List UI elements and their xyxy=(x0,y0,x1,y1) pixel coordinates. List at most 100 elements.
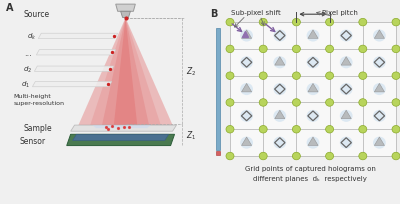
Bar xyxy=(230,23,396,156)
Polygon shape xyxy=(78,19,172,125)
Circle shape xyxy=(340,30,353,42)
Polygon shape xyxy=(242,31,252,39)
Circle shape xyxy=(326,99,334,107)
Circle shape xyxy=(240,57,253,69)
Polygon shape xyxy=(34,67,114,72)
Text: $d_1$: $d_1$ xyxy=(21,80,30,90)
Circle shape xyxy=(359,99,367,107)
Circle shape xyxy=(392,126,400,133)
Circle shape xyxy=(326,153,334,160)
Circle shape xyxy=(307,57,319,69)
Polygon shape xyxy=(275,111,285,119)
Polygon shape xyxy=(374,137,384,146)
Circle shape xyxy=(392,73,400,80)
Circle shape xyxy=(274,30,286,42)
Circle shape xyxy=(340,110,353,122)
Text: $d_2$: $d_2$ xyxy=(23,64,32,74)
Circle shape xyxy=(392,153,400,160)
Circle shape xyxy=(240,84,253,96)
Circle shape xyxy=(226,73,234,80)
Text: ...: ... xyxy=(24,49,32,58)
Circle shape xyxy=(359,126,367,133)
Text: A: A xyxy=(6,3,14,13)
Text: Source: Source xyxy=(24,10,50,19)
Circle shape xyxy=(259,73,267,80)
Circle shape xyxy=(259,19,267,27)
Polygon shape xyxy=(341,57,351,66)
Circle shape xyxy=(373,110,386,122)
Text: Sensor: Sensor xyxy=(20,136,46,145)
Polygon shape xyxy=(38,34,118,39)
Polygon shape xyxy=(102,19,149,125)
Text: Sub-pixel shift: Sub-pixel shift xyxy=(231,10,281,16)
Circle shape xyxy=(326,19,334,27)
Circle shape xyxy=(307,137,319,149)
Polygon shape xyxy=(116,5,135,12)
Circle shape xyxy=(359,73,367,80)
Circle shape xyxy=(340,137,353,149)
Circle shape xyxy=(274,84,286,96)
Circle shape xyxy=(240,137,253,149)
Circle shape xyxy=(292,73,300,80)
Polygon shape xyxy=(374,84,384,92)
Circle shape xyxy=(392,99,400,107)
Circle shape xyxy=(226,99,234,107)
Polygon shape xyxy=(308,137,318,146)
Circle shape xyxy=(274,137,286,149)
Circle shape xyxy=(259,46,267,53)
Circle shape xyxy=(292,99,300,107)
Polygon shape xyxy=(78,19,172,125)
Circle shape xyxy=(307,110,319,122)
Circle shape xyxy=(226,153,234,160)
Circle shape xyxy=(292,153,300,160)
Circle shape xyxy=(326,73,334,80)
Circle shape xyxy=(259,126,267,133)
Circle shape xyxy=(359,46,367,53)
Circle shape xyxy=(373,84,386,96)
Text: Multi-height
super-resolution: Multi-height super-resolution xyxy=(14,94,65,106)
Text: $Z_1$: $Z_1$ xyxy=(186,129,196,141)
Text: Pixel pitch: Pixel pitch xyxy=(322,10,358,16)
Circle shape xyxy=(326,46,334,53)
Text: different planes  dₖ  respectively: different planes dₖ respectively xyxy=(253,175,367,181)
Text: $d_k$: $d_k$ xyxy=(27,32,36,42)
Circle shape xyxy=(240,110,253,122)
Circle shape xyxy=(292,46,300,53)
Polygon shape xyxy=(121,12,130,18)
Circle shape xyxy=(240,30,253,42)
Polygon shape xyxy=(90,19,161,125)
Text: Sample: Sample xyxy=(24,124,52,133)
Circle shape xyxy=(373,137,386,149)
Circle shape xyxy=(392,19,400,27)
Polygon shape xyxy=(36,50,116,56)
Circle shape xyxy=(226,126,234,133)
Polygon shape xyxy=(92,125,151,129)
Polygon shape xyxy=(275,57,285,66)
Text: Grid points of captured holograms on: Grid points of captured holograms on xyxy=(244,165,376,171)
Bar xyxy=(216,151,220,155)
Polygon shape xyxy=(308,31,318,39)
Circle shape xyxy=(373,30,386,42)
Circle shape xyxy=(373,57,386,69)
Circle shape xyxy=(307,84,319,96)
Circle shape xyxy=(259,99,267,107)
Polygon shape xyxy=(32,82,112,87)
Polygon shape xyxy=(67,135,174,146)
Text: B: B xyxy=(210,9,217,19)
Circle shape xyxy=(226,19,234,27)
Polygon shape xyxy=(341,111,351,119)
Polygon shape xyxy=(114,19,137,125)
Circle shape xyxy=(359,19,367,27)
Circle shape xyxy=(359,153,367,160)
Polygon shape xyxy=(308,84,318,92)
Polygon shape xyxy=(374,31,384,39)
Circle shape xyxy=(274,110,286,122)
Bar xyxy=(216,29,220,151)
Circle shape xyxy=(274,57,286,69)
Circle shape xyxy=(226,46,234,53)
Circle shape xyxy=(259,153,267,160)
Circle shape xyxy=(307,30,319,42)
Circle shape xyxy=(292,126,300,133)
Polygon shape xyxy=(73,135,169,141)
Polygon shape xyxy=(242,84,252,92)
